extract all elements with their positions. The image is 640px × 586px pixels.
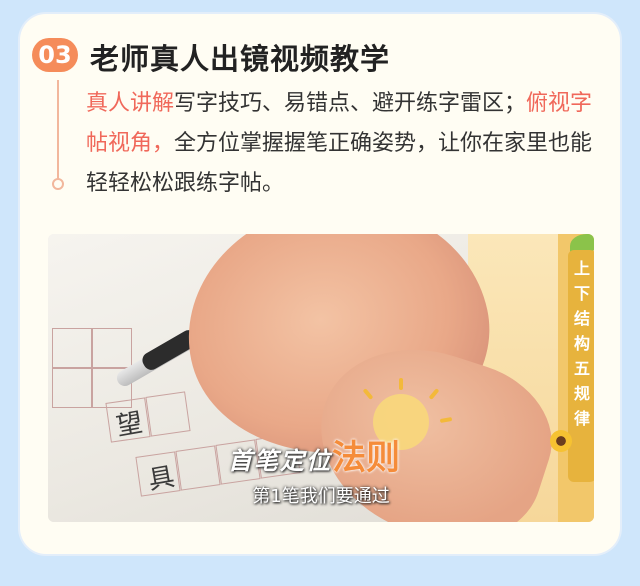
desc-highlight-2: 俯视字帖视角，	[86, 91, 593, 156]
side-tag-char: 构	[573, 334, 590, 353]
side-tag: 上 下 结 构 五 规 律	[568, 250, 594, 482]
feature-card: 03 老师真人出镜视频教学 真人讲解写字技巧、易错点、避开练字雷区；俯视字帖视角…	[20, 14, 620, 554]
leaf-icon	[570, 234, 594, 254]
side-tag-char: 下	[573, 284, 590, 303]
sun-ray	[399, 378, 403, 390]
section-description: 真人讲解写字技巧、易错点、避开练字雷区；俯视字帖视角，全方位掌握握笔正确姿势，让…	[86, 84, 596, 204]
side-tag-char: 上	[573, 259, 590, 278]
section-title: 老师真人出镜视频教学	[90, 42, 391, 76]
video-subtitle: 第1笔我们要通过	[252, 486, 390, 507]
side-tag-char: 律	[573, 409, 590, 428]
side-tag-char: 规	[573, 384, 590, 403]
desc-highlight-1: 真人讲解	[86, 91, 175, 116]
grid-cell	[52, 368, 92, 408]
desc-text-2: 全方位掌握握笔正确姿势，让你在家里也能轻轻松松跟练字帖。	[86, 131, 593, 196]
grid-cell	[145, 391, 191, 437]
grid-cell	[92, 328, 132, 368]
desc-text-1: 写字技巧、易错点、避开练字雷区；	[174, 91, 527, 116]
side-tag-char: 五	[573, 359, 590, 378]
grid-cell	[52, 328, 92, 368]
caption-left: 首笔定位	[228, 446, 332, 475]
side-tag-char: 结	[573, 309, 590, 328]
video-preview[interactable]: 望 具 首笔定位法则 第1笔我们要通过 上 下 结 构 五 规 律	[48, 234, 594, 522]
section-number-badge: 03	[32, 38, 78, 72]
timeline-line	[57, 80, 59, 180]
sun-icon	[373, 394, 429, 450]
caption-right: 法则	[332, 438, 400, 478]
video-caption: 首笔定位法则	[228, 430, 400, 478]
grid-cell	[92, 368, 132, 408]
sunflower-icon	[550, 430, 572, 452]
writing-grid	[48, 304, 518, 522]
timeline-dot	[52, 178, 64, 190]
